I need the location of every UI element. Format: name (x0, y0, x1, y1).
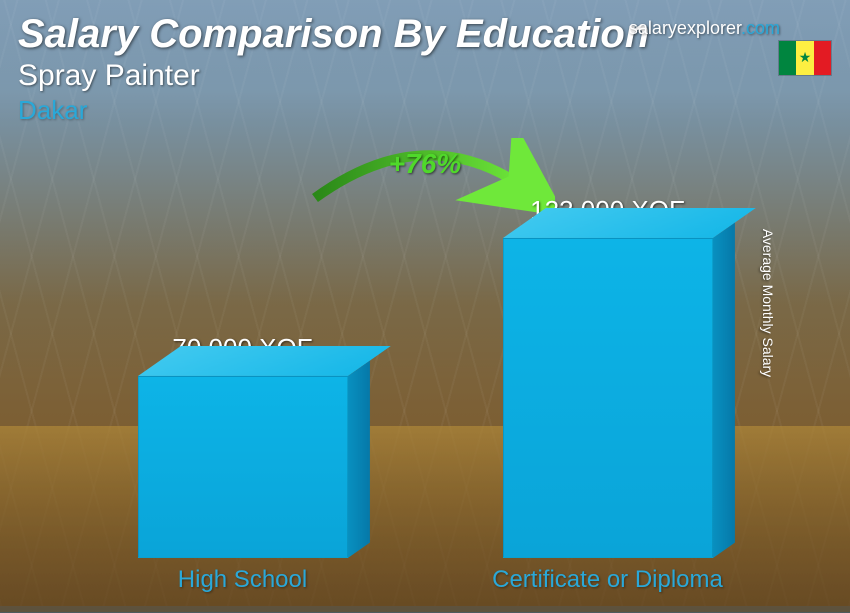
flag-star-icon: ★ (799, 49, 812, 66)
bar-front (138, 376, 348, 558)
flag-stripe-red (814, 41, 831, 75)
chart-subtitle: Spray Painter (18, 59, 832, 93)
bar-3d (138, 376, 348, 558)
flag-senegal: ★ (778, 40, 832, 76)
x-axis-label: Certificate or Diploma (458, 566, 758, 594)
bar-front (503, 238, 713, 558)
brand-part2: .com (741, 18, 780, 38)
brand-label: salaryexplorer.com (629, 18, 780, 39)
bar-side (348, 361, 370, 558)
flag-stripe-green (779, 41, 796, 75)
bar-chart: 70,000 XOF 123,000 XOF (60, 158, 790, 558)
brand-part1: salaryexplorer (629, 18, 741, 38)
bar-group: 123,000 XOF (503, 195, 713, 558)
x-axis: High School Certificate or Diploma (60, 566, 790, 594)
bar-3d (503, 238, 713, 558)
x-axis-label: High School (93, 566, 393, 594)
flag-stripe-yellow: ★ (796, 41, 813, 75)
chart-location: Dakar (18, 95, 832, 126)
bar-group: 70,000 XOF (138, 333, 348, 558)
bar-side (713, 223, 735, 558)
